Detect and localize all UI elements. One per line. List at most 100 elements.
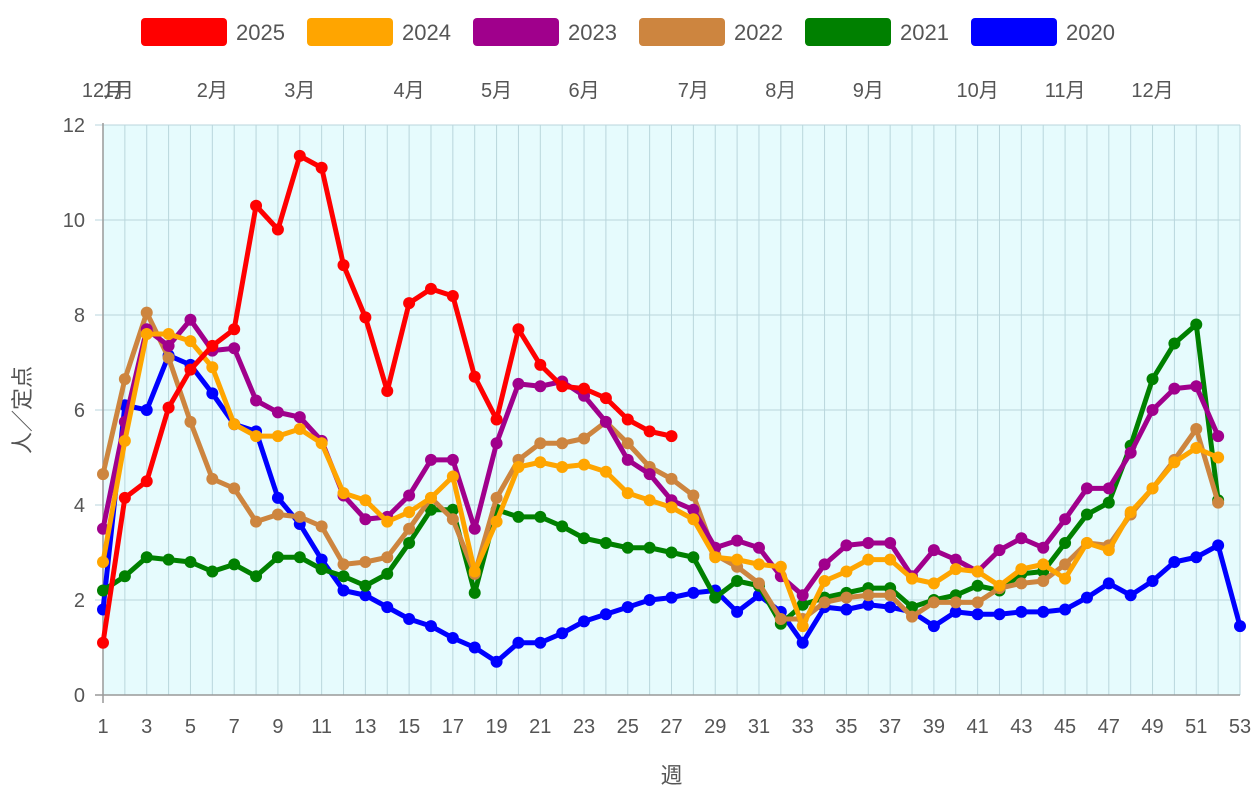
data-point — [250, 394, 263, 407]
data-point — [599, 415, 612, 428]
data-point — [140, 475, 153, 488]
legend-item-2023[interactable]: 2023 — [473, 18, 617, 46]
data-point — [709, 591, 722, 604]
x-tick-label: 19 — [485, 716, 507, 738]
data-point — [315, 553, 328, 566]
data-point — [927, 620, 940, 633]
data-point — [818, 596, 831, 609]
data-point — [731, 605, 744, 618]
data-point — [621, 601, 634, 614]
data-point — [228, 558, 241, 571]
data-point — [446, 513, 459, 526]
data-point — [206, 339, 219, 352]
data-point — [512, 461, 525, 473]
legend-item-2020[interactable]: 2020 — [971, 18, 1115, 46]
series-line — [101, 322, 1221, 627]
data-point — [665, 501, 678, 514]
data-point — [731, 575, 744, 587]
data-point — [927, 596, 940, 609]
data-point — [993, 544, 1006, 557]
data-point — [446, 470, 459, 483]
data-point — [534, 358, 547, 371]
series-line — [100, 331, 1220, 629]
month-label: 11月 — [1045, 80, 1086, 102]
data-point — [97, 468, 109, 481]
x-tick-label: 23 — [573, 716, 595, 738]
data-point — [446, 632, 459, 644]
data-point — [118, 373, 131, 386]
data-point — [184, 556, 197, 568]
x-axis-title: 週 — [660, 763, 682, 788]
data-point — [643, 494, 656, 507]
y-tick-label: 8 — [74, 305, 85, 327]
data-point — [359, 589, 372, 602]
x-tick-label: 11 — [311, 716, 332, 738]
data-point — [1212, 496, 1225, 509]
data-point — [643, 594, 656, 606]
data-point — [118, 491, 131, 504]
legend-item-2025[interactable]: 2025 — [141, 18, 285, 46]
data-point — [206, 361, 219, 374]
data-point — [621, 487, 634, 500]
data-point — [993, 579, 1006, 592]
data-point — [490, 491, 503, 504]
data-point — [140, 328, 153, 340]
x-tick-label: 37 — [879, 716, 901, 738]
data-point — [424, 491, 437, 504]
month-label: 7月 — [678, 80, 709, 102]
data-point — [1059, 513, 1072, 526]
data-point — [752, 558, 765, 571]
data-point — [687, 503, 700, 516]
x-tick-label: 1 — [97, 716, 108, 738]
x-tick-label: 49 — [1141, 716, 1163, 738]
legend-label: 2023 — [568, 20, 617, 45]
legend-label: 2020 — [1066, 20, 1115, 45]
data-point — [359, 556, 372, 568]
data-point — [162, 328, 175, 340]
data-point — [534, 380, 547, 393]
legend-item-2024[interactable]: 2024 — [307, 18, 451, 46]
data-point — [381, 515, 394, 528]
data-point — [1102, 482, 1115, 495]
y-tick-label: 4 — [74, 495, 85, 517]
data-point — [359, 513, 372, 526]
data-point — [293, 551, 306, 564]
data-point — [293, 423, 306, 435]
data-point — [315, 437, 328, 450]
data-point — [1190, 551, 1203, 564]
data-point — [665, 546, 678, 559]
data-point — [403, 506, 416, 519]
legend-item-2022[interactable]: 2022 — [639, 18, 783, 46]
legend-label: 2025 — [236, 20, 285, 45]
data-point — [534, 456, 547, 469]
data-point — [1080, 482, 1093, 495]
data-point — [1037, 541, 1050, 554]
data-point — [446, 503, 459, 516]
data-point — [381, 567, 394, 580]
data-point — [140, 551, 153, 564]
data-point — [403, 297, 416, 310]
x-tick-label: 53 — [1229, 716, 1251, 738]
legend-item-2021[interactable]: 2021 — [805, 18, 949, 46]
month-label: 5月 — [481, 80, 512, 102]
data-point — [665, 591, 678, 604]
data-point — [512, 510, 525, 523]
data-point — [709, 551, 722, 564]
data-point — [381, 551, 394, 564]
data-point — [359, 311, 372, 324]
data-point — [271, 430, 284, 443]
x-tick-label: 25 — [617, 716, 639, 738]
data-point — [1146, 575, 1159, 587]
data-point — [796, 636, 809, 649]
data-point — [271, 406, 284, 419]
data-point — [578, 432, 591, 445]
data-point — [97, 636, 109, 649]
month-label: 4月 — [394, 80, 425, 102]
data-point — [250, 570, 263, 583]
data-point — [1015, 577, 1028, 590]
data-point — [97, 584, 109, 597]
data-point — [1015, 605, 1028, 618]
data-point — [949, 563, 962, 576]
data-point — [621, 437, 634, 450]
